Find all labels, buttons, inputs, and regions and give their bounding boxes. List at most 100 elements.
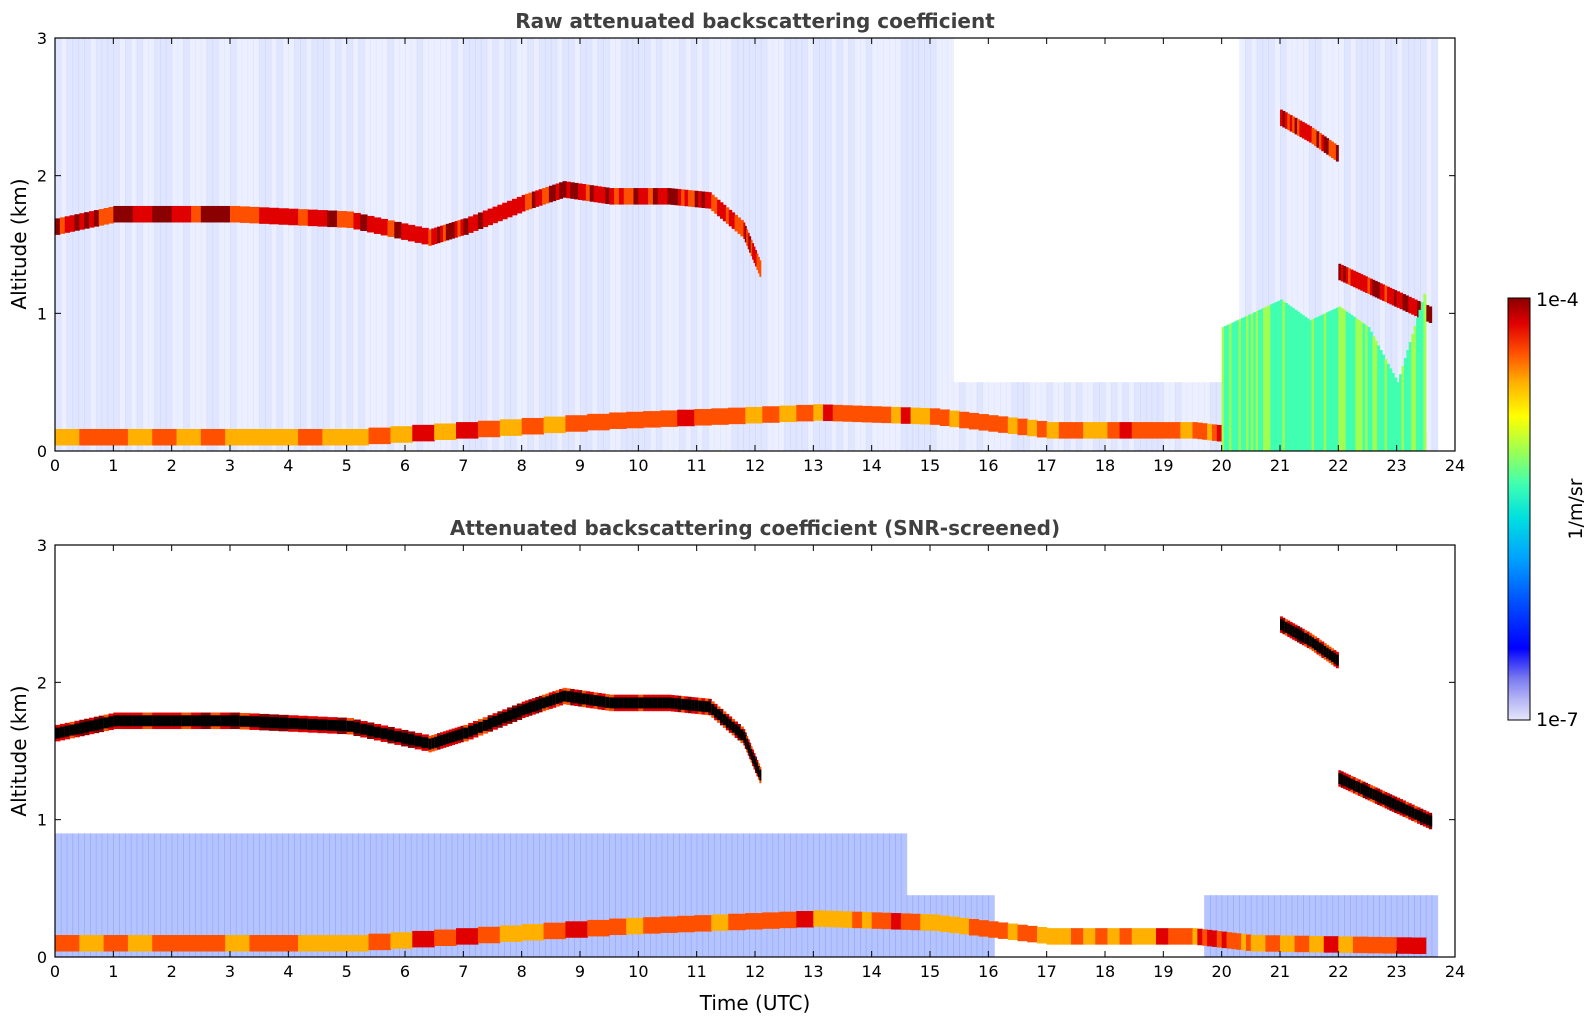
data-cell [998, 922, 1009, 939]
noise-column [276, 833, 284, 957]
data-cell [711, 194, 715, 212]
noise-column [1431, 38, 1439, 451]
noise-column [1250, 38, 1258, 451]
saturated-cell [511, 708, 518, 720]
noise-column [469, 38, 476, 451]
saturated-cell [701, 700, 706, 712]
data-cell [1333, 143, 1337, 160]
data-cell [900, 913, 912, 930]
noise-column [883, 38, 890, 451]
data-cell [743, 222, 746, 239]
noise-column [918, 38, 925, 451]
saturated-cell [593, 695, 598, 707]
data-cell [1420, 301, 1424, 451]
panel-title: Attenuated backscattering coefficient (S… [450, 516, 1060, 540]
noise-column [1280, 895, 1287, 957]
saturated-cell [652, 697, 659, 709]
noise-column [766, 38, 774, 451]
x-tick-label: 23 [1386, 962, 1406, 981]
data-cell [1107, 422, 1121, 439]
data-cell [578, 183, 583, 200]
data-cell [191, 205, 202, 223]
noise-column [311, 833, 319, 957]
data-cell [746, 229, 749, 246]
noise-column [265, 38, 272, 451]
x-tick-label: 4 [283, 456, 293, 475]
saturated-cell [734, 724, 738, 736]
saturated-cell [562, 690, 567, 702]
noise-column [288, 833, 295, 957]
data-cell [626, 917, 644, 935]
noise-column [1338, 895, 1345, 957]
noise-column [212, 833, 219, 957]
noise-column [871, 833, 879, 957]
data-cell [1017, 418, 1028, 436]
data-cell [1265, 306, 1269, 451]
saturated-cell [614, 697, 620, 709]
saturated-cell [585, 694, 591, 705]
noise-column [300, 38, 307, 451]
data-cell [1265, 935, 1281, 952]
saturated-cell [1316, 640, 1320, 652]
data-cell [1391, 372, 1395, 451]
saturated-cell [1340, 774, 1344, 786]
noise-column [206, 38, 214, 451]
data-cell [1197, 928, 1203, 946]
data-cell [1192, 928, 1198, 945]
noise-column [235, 833, 243, 957]
noise-column [597, 833, 604, 957]
data-cell [1180, 928, 1193, 945]
saturated-cell [181, 715, 192, 727]
y-axis: 0 1 2 3 [37, 29, 1455, 461]
saturated-cell [437, 735, 441, 747]
data-cell [1192, 422, 1198, 439]
saturated-cell [704, 701, 709, 713]
data-cell [477, 420, 501, 438]
noise-column [1373, 38, 1380, 451]
noise-column [195, 833, 202, 957]
data-cell [437, 226, 441, 244]
saturated-cell [731, 721, 736, 733]
saturated-cell [691, 699, 696, 711]
saturated-cell [638, 697, 644, 709]
data-cell [1131, 928, 1145, 945]
data-cell [1017, 924, 1028, 942]
y-tick-label: 0 [37, 442, 47, 461]
saturated-cell [597, 695, 602, 707]
data-cell [1362, 275, 1366, 292]
saturated-cell [220, 715, 231, 727]
x-tick-label: 10 [628, 456, 648, 475]
data-cell [978, 414, 989, 431]
data-cell [652, 188, 659, 205]
saturated-cell [507, 710, 513, 722]
saturated-cell [445, 733, 450, 745]
saturated-cell [103, 717, 109, 729]
data-cell [823, 910, 834, 928]
data-cell [59, 217, 66, 234]
data-cell [1058, 422, 1072, 439]
saturated-cell [367, 725, 375, 737]
data-cell [660, 916, 678, 933]
noise-column [335, 38, 342, 451]
noise-column [906, 38, 914, 451]
data-cell [390, 932, 413, 949]
noise-column [784, 38, 791, 451]
data-cell [535, 190, 540, 207]
noise-column [270, 38, 278, 451]
data-cell [566, 181, 571, 199]
noise-column [830, 38, 838, 451]
noise-column [650, 833, 657, 957]
noise-column [78, 833, 85, 957]
data-cell [390, 426, 413, 443]
noise-column [1402, 895, 1409, 957]
data-cell [1304, 123, 1308, 140]
noise-column [171, 38, 179, 451]
noise-column [1274, 895, 1281, 957]
data-cell [521, 417, 545, 435]
noise-column [912, 38, 919, 451]
data-cell [988, 921, 999, 938]
data-cell [1402, 294, 1406, 311]
noise-column [358, 38, 365, 451]
data-cell [1408, 296, 1412, 314]
x-tick-label: 1 [108, 962, 118, 981]
